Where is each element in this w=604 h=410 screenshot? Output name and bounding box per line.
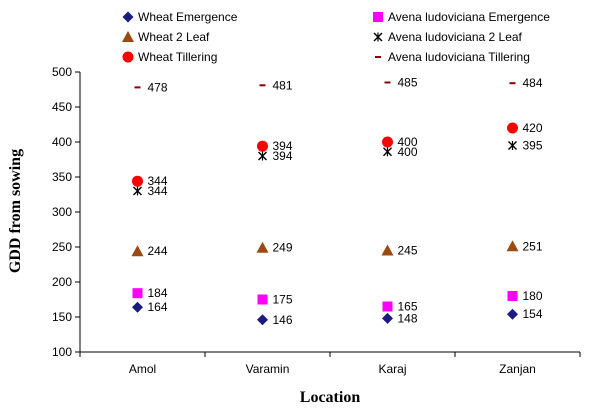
y-tick-label: 100 [52,345,72,359]
legend-marker [122,51,134,63]
legend-label: Avena ludoviciana Emergence [388,10,550,24]
data-label: 165 [398,300,418,314]
legend: Wheat Emergence Avena ludoviciana Emergen… [122,10,550,64]
data-label: 484 [523,76,543,90]
data-label: 394 [273,149,293,163]
data-point [257,294,268,305]
y-tick-label: 300 [52,205,72,219]
data-point [383,147,392,157]
y-tick-label: 450 [52,100,72,114]
data-label: 395 [523,139,543,153]
data-label: 245 [398,244,418,258]
data-point [507,122,518,134]
y-tick-label: 350 [52,170,72,184]
data-label: 180 [523,289,543,303]
data-point [507,291,518,301]
legend-label: Wheat Tillering [138,50,217,64]
data-point [381,244,394,256]
legend-marker [122,11,134,23]
y-tick-label: 400 [52,135,72,149]
data-point [507,308,518,320]
x-axis-title: Location [300,389,361,406]
data-point [382,136,393,148]
data-label: 148 [398,311,418,325]
legend-marker [122,31,134,42]
legend-label: Avena ludoviciana 2 Leaf [388,30,523,44]
plot-area: 100 150 200 250 300 350 400 450 500 Amol Varamin K… [52,65,581,376]
data-label: 164 [148,300,168,314]
data-label: 485 [398,76,418,90]
x-tick-label: Varamin [246,362,290,376]
y-axis-title: GDD from sowing [7,149,24,273]
y-tick-label: 150 [52,310,72,324]
legend-label: Wheat 2 Leaf [138,30,210,44]
data-label: 251 [523,239,543,253]
data-point [131,245,144,257]
data-label: 481 [273,78,293,92]
y-tick-label: 250 [52,240,72,254]
data-label: 400 [398,145,418,159]
x-tick-label: Karaj [378,362,406,376]
data-label: 154 [523,307,543,321]
data-label: 400 [398,135,418,149]
data-point [508,141,517,150]
x-tick-label: Amol [129,362,156,376]
x-ticks: Amol Varamin Karaj Zanjan [79,352,581,376]
data-point [258,151,267,161]
y-tick-label: 500 [52,65,72,79]
data-label: 394 [273,139,293,153]
legend-marker [373,32,383,42]
data-point [132,301,143,313]
data-label: 420 [523,121,543,135]
data-point [257,140,268,152]
data-point [382,301,393,312]
data-label: 244 [148,244,168,258]
data-point [382,312,393,324]
data-label: 249 [273,241,293,255]
data-label: 344 [148,174,168,188]
legend-marker [373,12,383,22]
legend-label: Avena ludoviciana Tillering [388,50,530,64]
data-point [506,240,519,252]
data-label: 146 [273,313,293,327]
data-point [132,175,143,187]
data-point [257,314,268,326]
legend-label: Wheat Emergence [138,10,238,24]
data-label: 344 [148,184,168,198]
data-label: 478 [148,80,168,94]
x-tick-label: Zanjan [499,362,536,376]
data-point [133,186,142,196]
data-label: 184 [148,286,168,300]
y-ticks: 100 150 200 250 300 350 400 450 500 [52,65,80,359]
y-tick-label: 200 [52,275,72,289]
data-label: 175 [273,293,293,307]
data-point [256,241,269,253]
data-point [132,288,143,299]
